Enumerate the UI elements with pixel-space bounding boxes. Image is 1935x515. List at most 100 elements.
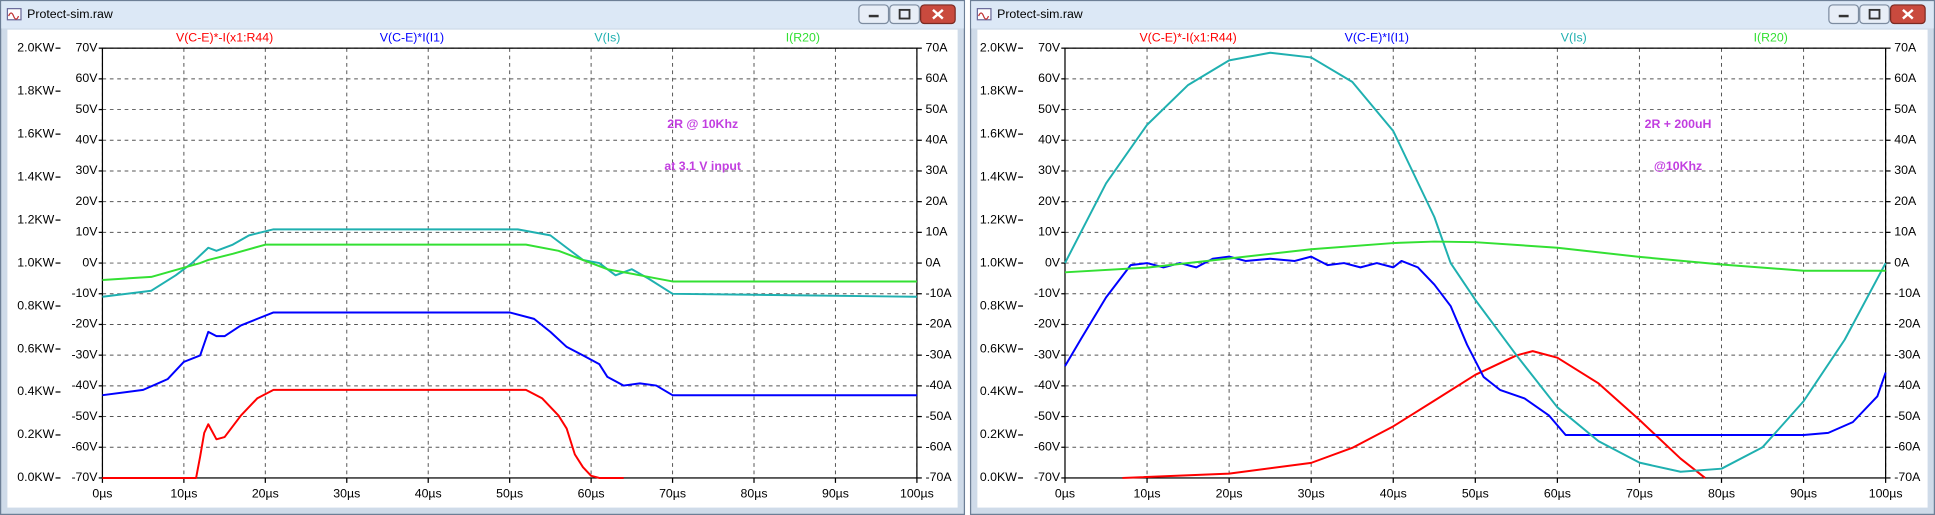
- y3-tick-label: -50A: [926, 409, 953, 423]
- y3-tick-label: 40A: [1894, 133, 1917, 147]
- y2-tick-label: -10V: [1034, 286, 1061, 300]
- y2-tick-label: 70V: [1038, 40, 1061, 54]
- x-tick-label: 30µs: [1298, 486, 1325, 500]
- y2-tick-label: 30V: [76, 163, 99, 177]
- x-tick-label: 70µs: [1626, 486, 1653, 500]
- x-tick-label: 100µs: [1869, 486, 1903, 500]
- x-tick-label: 40µs: [1380, 486, 1407, 500]
- y-tick-label: 0.6KW: [17, 341, 54, 355]
- annotation: 2R @ 10Khz: [667, 117, 738, 131]
- y-tick-label: 0.8KW: [17, 298, 54, 312]
- annotation: at 3.1 V input: [664, 159, 741, 173]
- x-tick-label: 80µs: [1708, 486, 1735, 500]
- y3-tick-label: 10A: [926, 225, 949, 239]
- title-bar: [1, 1, 964, 29]
- y3-tick-label: 60A: [926, 71, 949, 85]
- minimize-button[interactable]: [1828, 4, 1860, 25]
- close-icon: [932, 8, 944, 20]
- y2-tick-label: 0V: [1045, 255, 1061, 269]
- legend-entry: V(C-E)*I(I1): [380, 31, 444, 45]
- annotation: @10Khz: [1654, 159, 1702, 173]
- y3-tick-label: 50A: [926, 102, 949, 116]
- trace: [102, 243, 917, 283]
- y2-tick-label: 20V: [76, 194, 99, 208]
- window-icon: [976, 8, 992, 21]
- y3-tick-label: 70A: [1894, 40, 1917, 54]
- maximize-icon: [1868, 8, 1881, 20]
- x-tick-label: 80µs: [741, 486, 768, 500]
- y2-tick-label: 60V: [1038, 71, 1061, 85]
- y3-tick-label: 30A: [926, 163, 949, 177]
- trace: [102, 228, 917, 298]
- window-icon: [6, 8, 22, 21]
- y-tick-label: 0.2KW: [17, 427, 54, 441]
- y-tick-label: 0.4KW: [980, 384, 1017, 398]
- x-tick-label: 100µs: [900, 486, 934, 500]
- close-icon: [1902, 8, 1914, 20]
- y2-tick-label: -10V: [71, 286, 98, 300]
- y-tick-label: 0.4KW: [17, 384, 54, 398]
- maximize-button[interactable]: [889, 4, 920, 25]
- legend-entry: V(Is): [594, 31, 620, 45]
- trace: [1064, 51, 1887, 473]
- y2-tick-label: -60V: [1034, 440, 1061, 454]
- x-tick-label: 10µs: [170, 486, 197, 500]
- plot-background: [7, 29, 958, 508]
- y-tick-label: 1.2KW: [17, 212, 54, 226]
- y2-tick-label: 40V: [1038, 133, 1061, 147]
- legend-entry: V(C-E)*-I(x1:R44): [176, 31, 273, 45]
- minimize-button[interactable]: [858, 4, 890, 25]
- y2-tick-label: -20V: [71, 317, 98, 331]
- maximize-button[interactable]: [1859, 4, 1890, 25]
- y2-tick-label: 10V: [76, 225, 99, 239]
- x-tick-label: 90µs: [1790, 486, 1817, 500]
- y2-tick-label: -20V: [1034, 317, 1061, 331]
- y2-tick-label: -40V: [71, 378, 98, 392]
- x-tick-label: 0µs: [92, 486, 112, 500]
- y-tick-label: 1.6KW: [17, 126, 54, 140]
- y3-tick-label: -70A: [1894, 470, 1921, 484]
- trace: [1122, 350, 1706, 479]
- y3-tick-label: 10A: [1894, 225, 1917, 239]
- y-tick-label: 0.2KW: [980, 427, 1017, 441]
- y3-tick-label: -10A: [1894, 286, 1921, 300]
- x-tick-label: 50µs: [496, 486, 523, 500]
- x-tick-label: 40µs: [415, 486, 442, 500]
- y3-tick-label: -30A: [1894, 347, 1921, 361]
- y3-tick-label: 30A: [1894, 163, 1917, 177]
- window-title: Protect-sim.raw: [27, 7, 113, 21]
- y-tick-label: 1.8KW: [980, 83, 1017, 97]
- y3-tick-label: 40A: [926, 133, 949, 147]
- y2-tick-label: -60V: [71, 440, 98, 454]
- x-tick-label: 0µs: [1055, 486, 1075, 500]
- trace: [1064, 240, 1886, 274]
- y-tick-label: 0.0KW: [17, 470, 54, 484]
- y-tick-label: 1.8KW: [17, 83, 54, 97]
- y3-tick-label: -20A: [926, 317, 953, 331]
- legend-entry: V(C-E)*I(I1): [1345, 31, 1409, 45]
- y3-tick-label: -10A: [926, 286, 953, 300]
- x-tick-label: 20µs: [252, 486, 279, 500]
- y3-tick-label: -30A: [926, 347, 953, 361]
- y2-tick-label: 20V: [1038, 194, 1061, 208]
- x-tick-label: 90µs: [822, 486, 849, 500]
- y3-tick-label: -40A: [1894, 378, 1921, 392]
- y-tick-label: 1.0KW: [980, 255, 1017, 269]
- y2-tick-label: 10V: [1038, 225, 1061, 239]
- y3-tick-label: -50A: [1894, 409, 1921, 423]
- y-tick-label: 2.0KW: [980, 40, 1017, 54]
- y-tick-label: 1.2KW: [980, 212, 1017, 226]
- y2-tick-label: -30V: [1034, 347, 1061, 361]
- y3-tick-label: -60A: [926, 440, 953, 454]
- x-tick-label: 60µs: [578, 486, 605, 500]
- y2-tick-label: 0V: [82, 255, 98, 269]
- maximize-icon: [898, 8, 911, 20]
- x-tick-label: 30µs: [333, 486, 360, 500]
- trace: [102, 388, 624, 479]
- y-tick-label: 1.6KW: [980, 126, 1017, 140]
- legend-entry: V(C-E)*-I(x1:R44): [1139, 31, 1236, 45]
- y2-tick-label: -30V: [71, 347, 98, 361]
- y3-tick-label: -40A: [926, 378, 953, 392]
- y2-tick-label: 40V: [76, 133, 99, 147]
